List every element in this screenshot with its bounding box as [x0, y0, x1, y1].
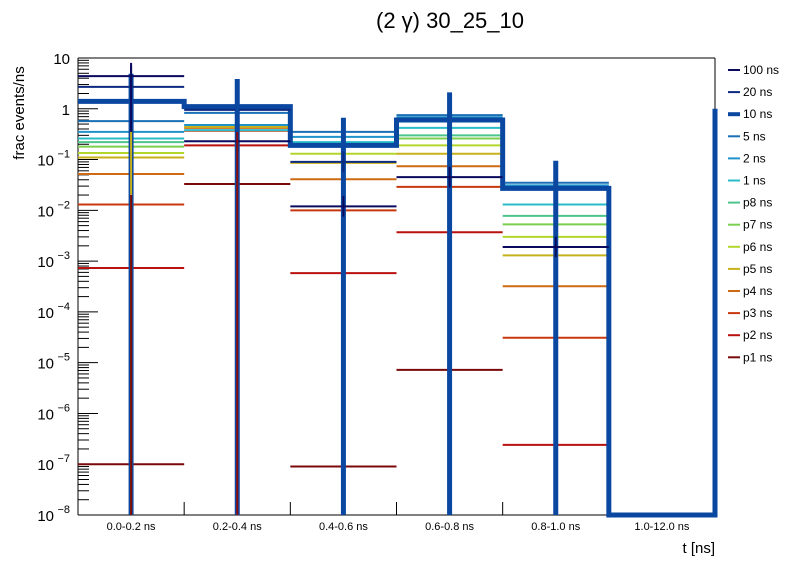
x-tick-label: 0.2-0.4 ns	[213, 521, 262, 533]
legend-item: 10 ns	[728, 107, 772, 121]
legend-item: p1 ns	[728, 350, 772, 364]
legend-label: 10 ns	[743, 107, 772, 121]
y-tick-label: 10	[37, 406, 54, 423]
series-p1-ns	[78, 173, 503, 477]
y-tick-exponent: −6	[57, 402, 70, 414]
y-tick-label: 10	[37, 356, 54, 373]
legend: 100 ns 20 ns 10 ns 5 ns 2 ns 1 ns p8 ns p7 ns p6…	[728, 63, 779, 364]
y-axis-label: frac events/ns	[11, 66, 28, 159]
legend-item: 100 ns	[728, 63, 779, 77]
legend-label: 20 ns	[743, 85, 772, 99]
legend-item: p5 ns	[728, 262, 772, 276]
legend-label: 2 ns	[743, 151, 766, 165]
y-tick-exponent: −4	[57, 301, 70, 313]
y-tick-label: 10	[37, 254, 54, 271]
legend-label: p6 ns	[743, 240, 772, 254]
y-tick-exponent: −1	[57, 149, 70, 161]
series-step-line	[78, 98, 718, 518]
legend-label: p4 ns	[743, 284, 772, 298]
x-axis-label: t [ns]	[682, 540, 715, 557]
legend-label: p3 ns	[743, 306, 772, 320]
legend-label: 100 ns	[743, 63, 779, 77]
x-tick-label: 0.6-0.8 ns	[425, 521, 474, 533]
legend-label: 1 ns	[743, 174, 766, 188]
series-10-ns	[78, 73, 718, 518]
y-tick-exponent: −7	[57, 453, 70, 465]
x-tick-label: 1.0-12.0 ns	[634, 521, 690, 533]
legend-item: 5 ns	[728, 129, 766, 143]
legend-item: p6 ns	[728, 240, 772, 254]
y-tick-exponent: −8	[57, 504, 70, 516]
legend-item: p7 ns	[728, 218, 772, 232]
y-tick-exponent: −3	[57, 250, 70, 262]
y-tick-label: 1	[62, 102, 70, 119]
legend-item: 2 ns	[728, 151, 766, 165]
legend-item: 1 ns	[728, 174, 766, 188]
y-tick-label: 10	[37, 153, 54, 170]
legend-label: p7 ns	[743, 218, 772, 232]
x-tick-label: 0.4-0.6 ns	[319, 521, 368, 533]
y-tick-label: 10	[37, 457, 54, 474]
y-tick-label: 10	[37, 305, 54, 322]
legend-item: p4 ns	[728, 284, 772, 298]
x-tick-label: 0.8-1.0 ns	[531, 521, 580, 533]
legend-label: p1 ns	[743, 350, 772, 364]
x-tick-label: 0.0-0.2 ns	[107, 521, 156, 533]
x-axis-ticks: 0.0-0.2 ns 0.2-0.4 ns 0.4-0.6 ns 0.6-0.8 ns…	[107, 502, 690, 533]
legend-label: p8 ns	[743, 196, 772, 210]
legend-label: 5 ns	[743, 129, 766, 143]
legend-item: p3 ns	[728, 306, 772, 320]
y-tick-label: 10	[37, 508, 54, 525]
legend-label: p2 ns	[743, 328, 772, 342]
legend-item: p2 ns	[728, 328, 772, 342]
chart-title: (2 γ) 30_25_10	[376, 8, 524, 33]
y-tick-label: 10	[53, 51, 70, 68]
series-layer	[78, 62, 718, 518]
legend-item: p8 ns	[728, 196, 772, 210]
legend-label: p5 ns	[743, 262, 772, 276]
y-tick-exponent: −2	[57, 199, 70, 211]
legend-item: 20 ns	[728, 85, 772, 99]
y-tick-label: 10	[37, 203, 54, 220]
y-tick-exponent: −5	[57, 352, 70, 364]
